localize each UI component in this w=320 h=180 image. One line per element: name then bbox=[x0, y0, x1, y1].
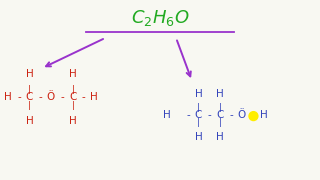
Text: -: - bbox=[82, 92, 86, 102]
Text: -: - bbox=[17, 92, 21, 102]
Text: -: - bbox=[251, 110, 255, 120]
Text: Ö: Ö bbox=[237, 110, 246, 120]
Text: H: H bbox=[260, 110, 268, 120]
Text: C: C bbox=[195, 110, 202, 120]
Text: -: - bbox=[61, 92, 65, 102]
Text: H: H bbox=[69, 69, 77, 79]
Text: Ö: Ö bbox=[46, 92, 55, 102]
Text: H: H bbox=[195, 89, 202, 99]
Text: -: - bbox=[38, 92, 42, 102]
Text: H: H bbox=[216, 89, 224, 99]
Text: |: | bbox=[197, 118, 200, 127]
Text: C: C bbox=[69, 92, 77, 102]
Text: |: | bbox=[71, 101, 75, 110]
Text: H: H bbox=[90, 92, 98, 102]
Text: C: C bbox=[26, 92, 33, 102]
Text: H: H bbox=[69, 116, 77, 126]
Text: |: | bbox=[28, 85, 31, 94]
Text: |: | bbox=[219, 103, 222, 112]
Text: |: | bbox=[197, 103, 200, 112]
Text: -: - bbox=[187, 110, 191, 120]
Text: H: H bbox=[26, 69, 33, 79]
Text: C: C bbox=[216, 110, 224, 120]
Text: H: H bbox=[26, 116, 33, 126]
Text: H: H bbox=[4, 92, 12, 102]
Text: $C_2H_6O$: $C_2H_6O$ bbox=[131, 8, 189, 28]
Text: |: | bbox=[28, 101, 31, 110]
Text: H: H bbox=[163, 110, 170, 120]
Text: H: H bbox=[216, 132, 224, 142]
Text: |: | bbox=[219, 118, 222, 127]
Text: -: - bbox=[229, 110, 233, 120]
Text: -: - bbox=[208, 110, 212, 120]
Point bbox=[251, 115, 256, 118]
Text: |: | bbox=[71, 85, 75, 94]
Text: H: H bbox=[195, 132, 202, 142]
